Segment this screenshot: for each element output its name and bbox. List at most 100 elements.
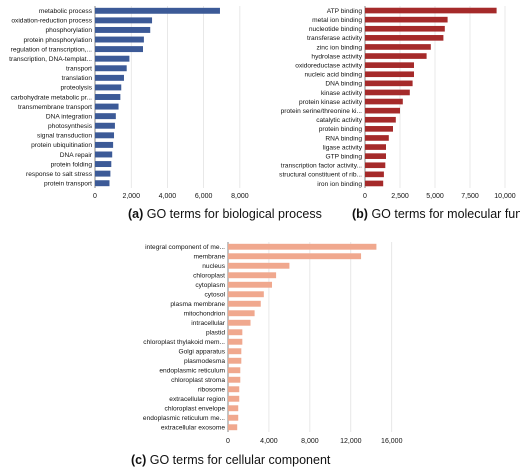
bar: [95, 65, 127, 72]
bar: [95, 113, 116, 120]
category-label: chloroplast stroma: [171, 377, 225, 384]
x-tick-label: 5,000: [426, 193, 444, 200]
bar: [95, 103, 119, 110]
x-tick-label: 2,500: [391, 193, 409, 200]
x-tick-label: 0: [226, 438, 230, 445]
bar: [95, 84, 122, 91]
panel-letter: (c): [131, 453, 146, 467]
bar: [95, 170, 111, 177]
category-label: regulation of transcription,...: [11, 46, 93, 53]
bar: [365, 180, 384, 187]
bar: [365, 116, 396, 123]
category-label: catalytic activity: [316, 117, 363, 124]
category-label: phosphorylation: [45, 27, 92, 34]
x-tick-label: 2,000: [122, 193, 140, 200]
category-label: protein folding: [51, 161, 93, 168]
bar: [95, 122, 115, 129]
bar: [365, 35, 444, 41]
bar: [365, 171, 384, 178]
bar: [228, 376, 241, 383]
chart-panel-2: ATP binding metal ion binding nucleotide b…: [279, 6, 520, 221]
category-label: plasma membrane: [170, 301, 225, 308]
panel-letter: (b): [352, 207, 368, 221]
bar: [228, 405, 239, 412]
category-label: translation: [62, 75, 93, 82]
category-label: ligase activity: [323, 144, 363, 151]
category-label: ATP binding: [327, 8, 363, 15]
category-label: chloroplast envelope: [165, 406, 226, 413]
chart-panel-3: integral component of me... membrane nucle…: [131, 242, 403, 467]
bar: [228, 291, 264, 298]
bar: [228, 281, 273, 288]
x-tick-label: 16,000: [381, 438, 403, 445]
category-label: zinc ion binding: [317, 44, 363, 51]
bar: [365, 16, 448, 23]
bar: [365, 126, 393, 132]
category-label: endoplasmic reticulum me...: [143, 415, 225, 422]
bar: [365, 7, 497, 14]
category-label: protein phosphorylation: [23, 37, 92, 44]
bar: [365, 71, 414, 78]
x-tick-label: 0: [93, 193, 97, 200]
category-label: DNA integration: [46, 113, 93, 120]
bar: [95, 74, 124, 81]
category-label: photosynthesis: [48, 123, 93, 130]
panel-caption: (c) GO terms for cellular component: [131, 453, 331, 467]
bar: [228, 386, 240, 393]
bar: [95, 7, 220, 14]
panel-caption-text: GO terms for cellular component: [150, 453, 331, 467]
x-tick-label: 0: [363, 193, 367, 200]
category-label: RNA binding: [325, 135, 362, 142]
bar: [95, 132, 115, 139]
bar: [365, 107, 400, 114]
panel-caption-text: GO terms for biological process: [147, 207, 322, 221]
panel-caption: (b) GO terms for molecular function: [352, 207, 520, 221]
bar: [365, 80, 413, 87]
bar: [365, 44, 431, 50]
bar: [228, 338, 243, 345]
category-label: extracellular exosome: [161, 425, 225, 432]
category-label: integral component of me...: [145, 244, 225, 251]
category-label: nucleotide binding: [309, 26, 362, 33]
bar: [228, 262, 290, 269]
bar: [365, 153, 386, 159]
bar: [228, 395, 240, 402]
bar: [365, 98, 403, 105]
category-label: transferase activity: [307, 35, 363, 42]
category-label: transmembrane transport: [18, 104, 92, 111]
category-label: structural constituent of rib...: [279, 172, 362, 179]
category-label: plasmodesma: [184, 358, 225, 365]
category-label: metal ion binding: [312, 17, 362, 24]
bar: [228, 243, 377, 250]
x-tick-label: 7,500: [461, 193, 479, 200]
x-tick-label: 4,000: [260, 438, 278, 445]
category-label: cytosol: [204, 292, 225, 299]
bar: [228, 253, 362, 260]
bar: [228, 424, 238, 431]
category-label: transport: [66, 66, 92, 73]
bar: [95, 151, 113, 158]
bar: [365, 135, 389, 141]
bar: [228, 272, 277, 279]
bar: [365, 53, 427, 59]
category-label: membrane: [193, 254, 225, 261]
bar: [228, 367, 241, 374]
bar: [365, 162, 386, 169]
category-label: oxidoreductase activity: [295, 62, 362, 69]
bar: [228, 319, 251, 326]
category-label: kinase activity: [321, 90, 363, 97]
bar: [228, 414, 239, 421]
bar: [95, 26, 151, 33]
category-label: DNA repair: [60, 152, 93, 159]
category-label: GTP binding: [325, 153, 362, 160]
category-label: oxidation-reduction process: [11, 18, 92, 25]
bar: [228, 357, 242, 364]
category-label: response to salt stress: [26, 171, 93, 178]
panel-caption-text: GO terms for molecular function: [371, 207, 520, 221]
x-tick-label: 10,000: [494, 193, 516, 200]
bar: [95, 94, 121, 100]
category-label: iron ion binding: [317, 181, 362, 188]
category-label: signal transduction: [37, 133, 92, 140]
bar: [228, 300, 261, 307]
category-label: protein ubiquitination: [31, 142, 92, 149]
